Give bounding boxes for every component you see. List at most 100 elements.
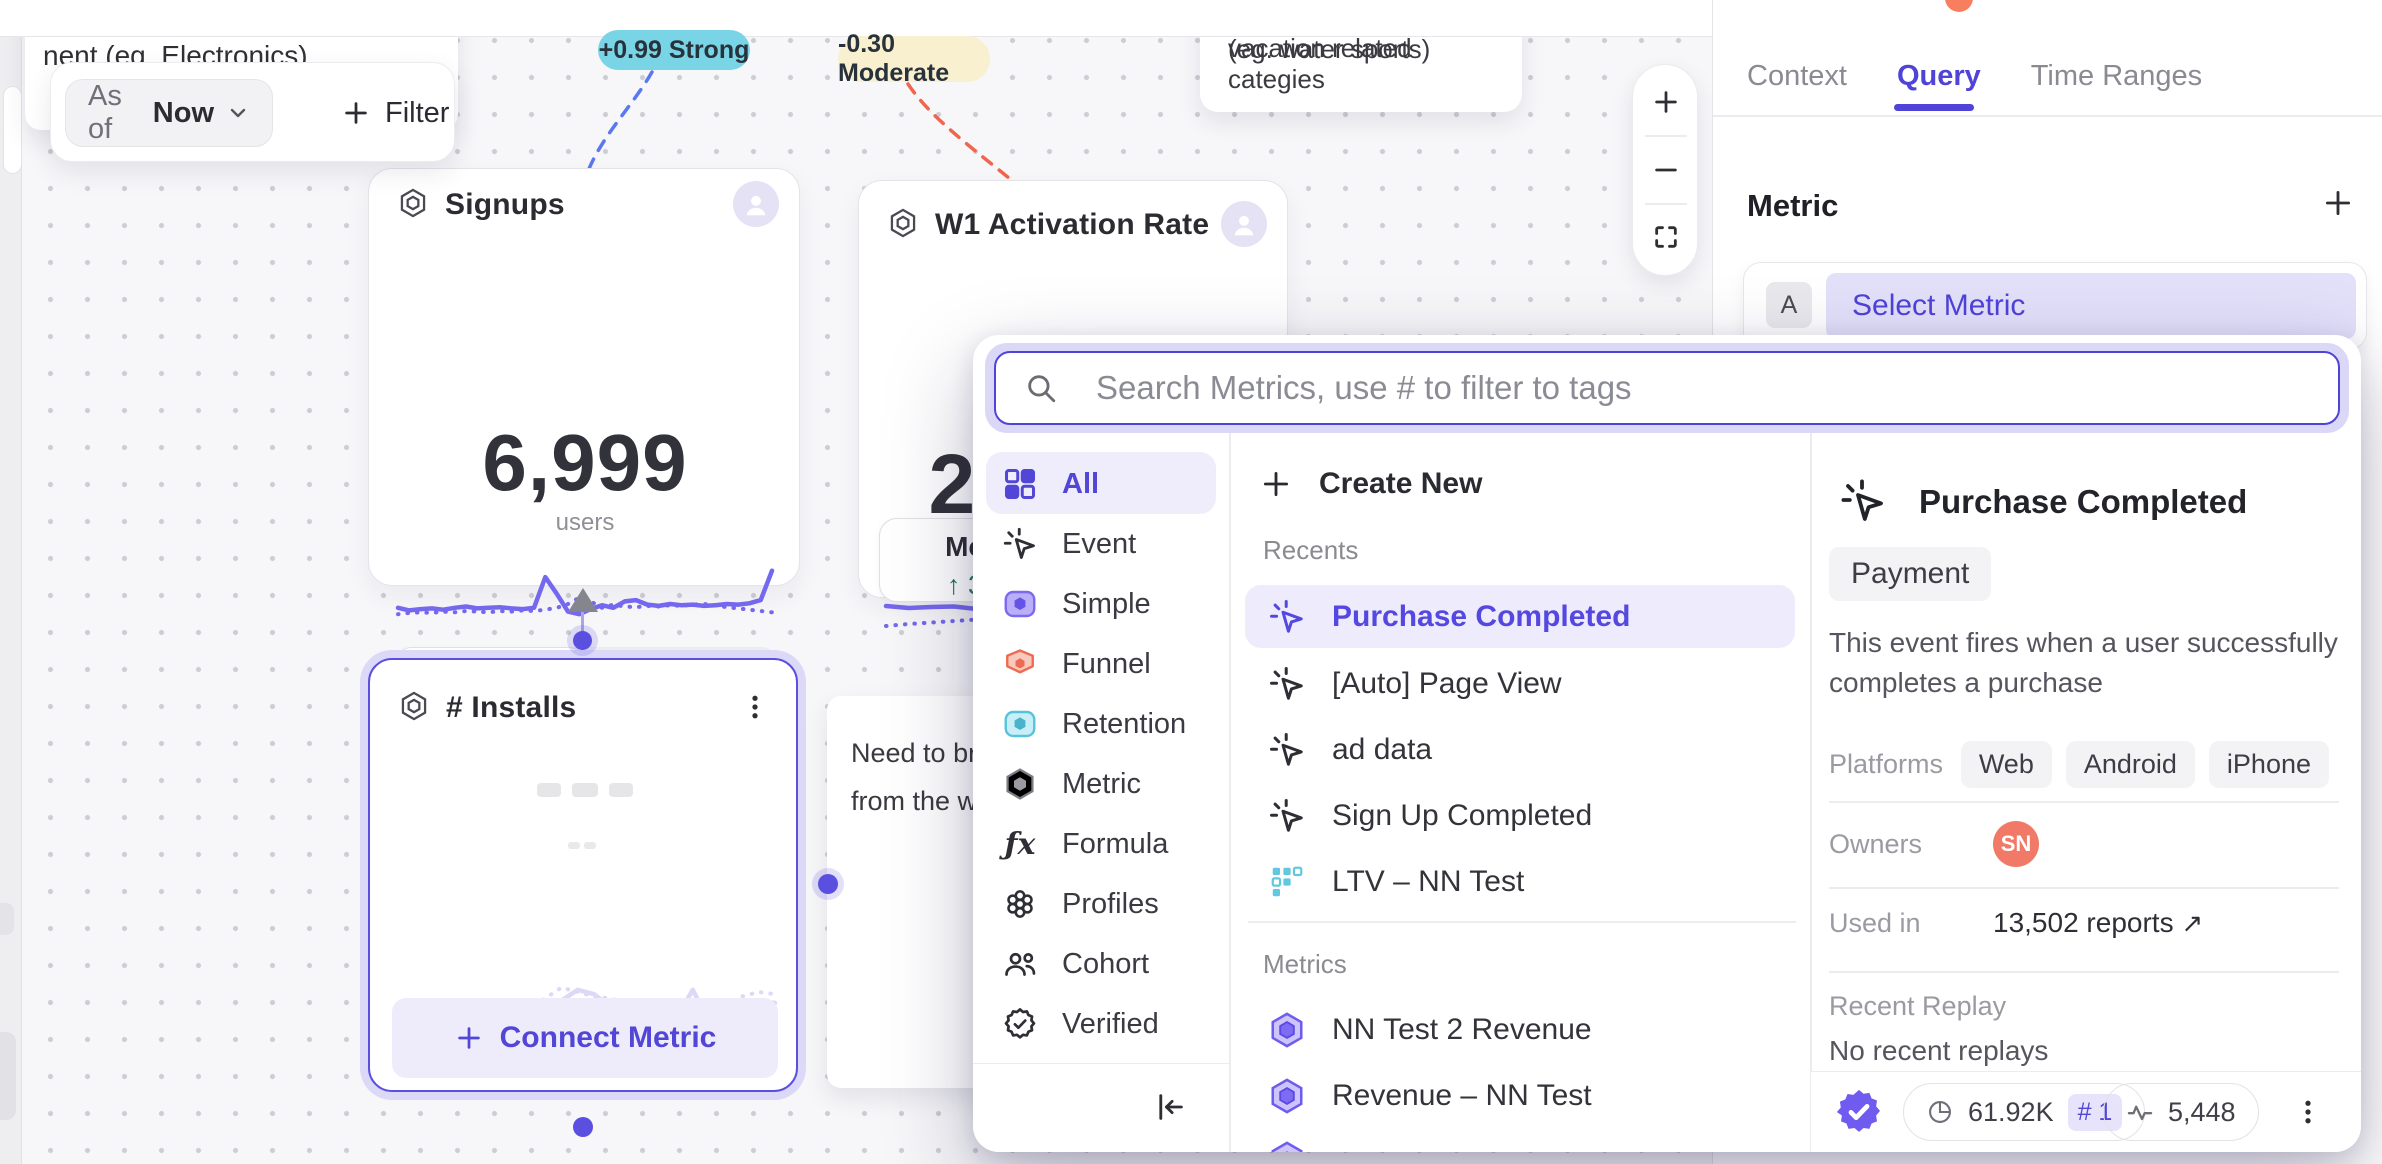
event-cursor-icon — [1268, 731, 1306, 769]
search-icon — [1024, 371, 1058, 405]
correlation-badge-strong[interactable]: +0.99 Strong — [598, 30, 750, 70]
recent-item-sign-up-completed[interactable]: Sign Up Completed — [1268, 797, 1592, 835]
zoom-controls — [1632, 64, 1698, 276]
avatar[interactable] — [1221, 201, 1267, 247]
category-item-cohort[interactable]: Cohort — [1002, 946, 1149, 982]
grid-icon — [1002, 466, 1038, 502]
as-of-dropdown[interactable]: As of Now — [65, 79, 273, 147]
recents-section-label: Recents — [1263, 535, 1359, 565]
verified-badge-filled-icon[interactable] — [1833, 1086, 1885, 1138]
plus-icon — [454, 1023, 484, 1053]
connect-metric-button[interactable]: Connect Metric — [392, 998, 778, 1078]
metric-card-installs[interactable]: # Installs Connect Metric — [368, 658, 798, 1092]
category-label: Verified — [1062, 1007, 1159, 1040]
correlation-lines — [585, 70, 1023, 190]
category-footer — [973, 1063, 1229, 1152]
category-item-retention[interactable]: Retention — [1002, 706, 1186, 742]
category-label: Metric — [1062, 767, 1141, 800]
category-label: Cohort — [1062, 947, 1150, 980]
card-title: W1 Activation Rate — [935, 208, 1210, 241]
search-input-wrap — [994, 351, 2340, 425]
results-divider — [1248, 921, 1796, 923]
left-rail-handle-2[interactable] — [0, 1032, 16, 1120]
event-cursor-icon — [1002, 526, 1038, 562]
recent-item-auto-page-view[interactable]: [Auto] Page View — [1268, 665, 1562, 703]
category-item-funnel[interactable]: Funnel — [1002, 646, 1151, 682]
kebab-menu-icon[interactable] — [740, 690, 770, 724]
query-count-pill[interactable]: 61.92K # 1 — [1903, 1083, 2146, 1141]
card-title: Signups — [445, 188, 565, 221]
recent-item-ad-data[interactable]: ad data — [1268, 731, 1432, 769]
category-item-formula[interactable]: ƒx Formula — [1002, 826, 1169, 862]
recent-item-purchase-completed[interactable]: Purchase Completed — [1268, 598, 1630, 636]
left-rail-panel-edge[interactable] — [3, 86, 22, 174]
event-cursor-icon — [1268, 797, 1306, 835]
search-input[interactable] — [994, 351, 2340, 425]
used-in-row: Used in 13,502 reports ↗ — [1829, 907, 2329, 939]
category-item-all[interactable]: All — [1002, 466, 1099, 502]
retention-icon — [1002, 706, 1038, 742]
category-item-metric[interactable]: Metric — [1002, 766, 1141, 802]
category-label: Funnel — [1062, 647, 1151, 680]
purple-hexagon-icon — [1268, 1077, 1306, 1115]
metric-picker-modal: All Event Simple Funnel Retention Metric… — [973, 335, 2361, 1152]
fit-view-icon[interactable] — [1652, 223, 1680, 251]
metric-hexagon-icon — [887, 207, 919, 239]
pie-chart-icon — [1926, 1098, 1954, 1126]
formula-icon: ƒx — [1004, 826, 1036, 862]
category-item-event[interactable]: Event — [1002, 526, 1136, 562]
placeholder-bar — [572, 783, 598, 797]
zoom-divider-2 — [1645, 203, 1687, 205]
category-item-verified[interactable]: Verified — [1002, 1006, 1159, 1042]
used-in-label: Used in — [1829, 907, 1921, 938]
connector-dot[interactable] — [573, 631, 592, 650]
event-cursor-icon — [1268, 598, 1306, 636]
tab-time-ranges[interactable]: Time Ranges — [2030, 59, 2203, 92]
person-icon — [1234, 215, 1254, 236]
filter-label: Filter — [385, 96, 450, 129]
recent-item-label: Sign Up Completed — [1332, 799, 1593, 832]
event-volume-pill[interactable]: 5,448 — [2103, 1083, 2259, 1141]
category-item-simple[interactable]: Simple — [1002, 586, 1151, 622]
sticky-note-line2: (eg. water sports) — [1228, 34, 1431, 64]
tab-query[interactable]: Query — [1896, 59, 1981, 92]
left-rail-handle[interactable] — [0, 903, 14, 935]
create-new-button[interactable]: Create New — [1259, 467, 1482, 501]
connector-dot-note[interactable] — [818, 874, 838, 894]
metric-item-nn-test-2-revenue[interactable]: NN Test 2 Revenue — [1268, 1011, 1592, 1049]
connector-dot-bottom[interactable] — [573, 1117, 593, 1137]
correlation-badge-moderate[interactable]: -0.30 Moderate — [838, 30, 990, 87]
kebab-menu-icon[interactable] — [2293, 1094, 2323, 1130]
owner-avatar[interactable]: SN — [1993, 821, 2039, 867]
select-metric-pill[interactable]: Select Metric — [1826, 273, 2356, 339]
detail-description: This event fires when a user successfull… — [1829, 627, 2338, 698]
clause-letter-chip: A — [1766, 282, 1812, 328]
purple-hexagon-icon-partial — [1268, 1140, 1306, 1152]
card-unit: users — [555, 509, 615, 536]
zoom-out-button[interactable] — [1651, 155, 1681, 185]
recent-item-ltv-nn-test[interactable]: LTV – NN Test — [1268, 863, 1524, 901]
metric-card-signups[interactable]: Signups 6,999 users MoM ↑ 3% YoY ↑ 27.86… — [368, 168, 800, 731]
metric-item-label: Revenue – NN Test — [1332, 1079, 1592, 1112]
detail-tag[interactable]: Payment — [1829, 547, 1992, 601]
event-cursor-icon — [1839, 477, 1887, 525]
category-item-profiles[interactable]: Profiles — [1002, 886, 1159, 922]
select-metric-label: Select Metric — [1852, 289, 2026, 322]
tab-context[interactable]: Context — [1747, 59, 1847, 92]
simple-metric-icon — [1002, 586, 1038, 622]
purple-hexagon-icon — [1268, 1011, 1306, 1049]
detail-divider-1 — [1829, 801, 2339, 803]
connector-arrow-icon — [568, 588, 598, 612]
metric-item-revenue-nn-test[interactable]: Revenue – NN Test — [1268, 1077, 1592, 1115]
avatar[interactable] — [733, 181, 779, 227]
collapse-panel-icon[interactable] — [1153, 1090, 1187, 1124]
event-cursor-icon — [1268, 665, 1306, 703]
add-filter-button[interactable]: Filter — [341, 79, 449, 147]
zoom-in-button[interactable] — [1651, 87, 1681, 117]
placeholder-bar — [537, 783, 561, 797]
add-metric-button[interactable] — [2321, 186, 2355, 220]
recent-selected-pill — [1245, 585, 1795, 648]
left-rail — [0, 0, 22, 1164]
ltv-grid-icon — [1268, 863, 1306, 901]
used-in-link[interactable]: 13,502 reports ↗ — [1993, 907, 2203, 939]
